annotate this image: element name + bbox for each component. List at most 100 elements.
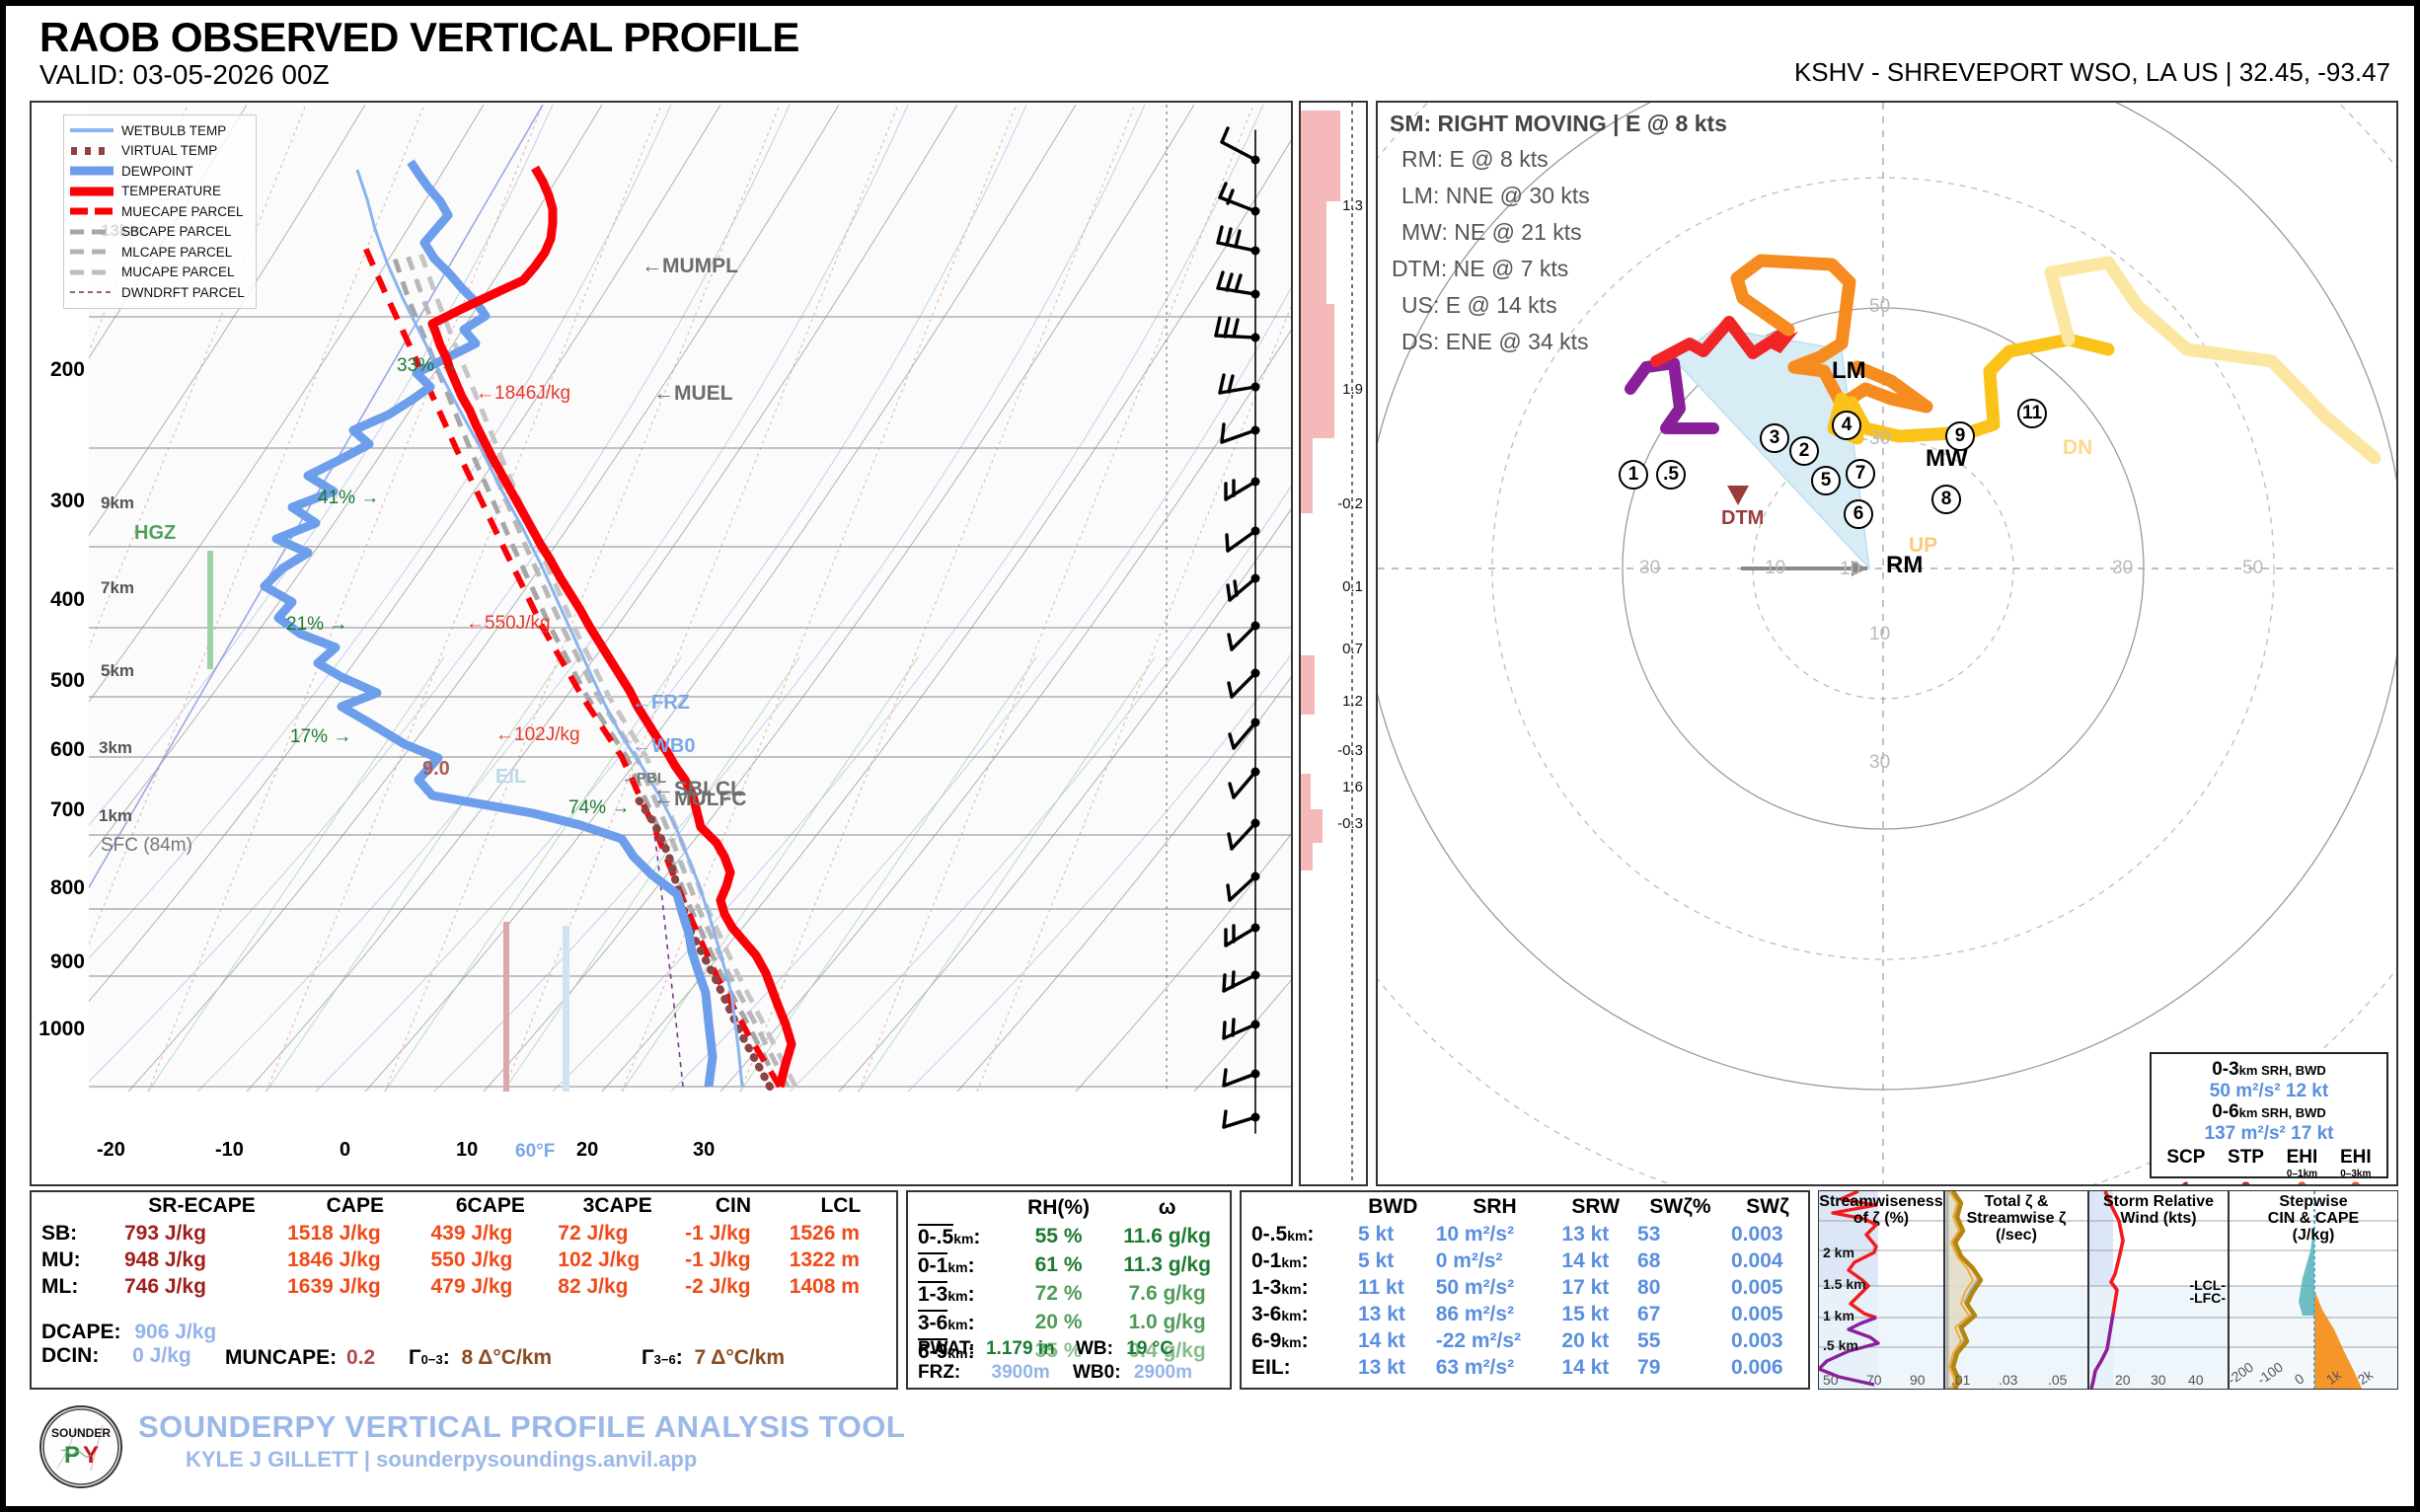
temp-tick--20: -20 [97,1139,125,1161]
legend-swatch-sbcape-icon [69,225,114,239]
omega-bar [1301,655,1315,715]
moist-label-text: 6-9 [918,1337,948,1363]
composite-stp-value: 0 [2228,1179,2264,1184]
rh-annotation-74: 74% → [568,797,631,818]
table-header-row: BWD SRH SRW SWζ% SWζ [1242,1193,1808,1221]
bwd-0-.5: 5 kt [1358,1222,1395,1246]
brand-line-1: SOUNDERPY VERTICAL PROFILE ANALYSIS TOOL [138,1409,906,1444]
lapse-0-3-group: Γ0−3: 8 Δ°C/km [409,1346,553,1369]
mu-3cape: 102 J/kg [558,1247,641,1271]
kin-label-text: EIL [1251,1355,1284,1379]
hodo-ring-30-right: 30 [2112,558,2134,578]
th-rh: RH(%) [1027,1196,1091,1219]
srh-1-3: 50 m²/s² [1435,1275,1515,1299]
legend-label-dewpoint: DEWPOINT [121,163,193,179]
legend-item-mlcape-parcel: MLCAPE PARCEL [69,242,250,263]
sb-sr-ecape: 793 J/kg [124,1221,206,1245]
pwat-row: PWAT: 1.179 in WB: 19 °C [918,1338,1173,1360]
swz-1-3: 0.005 [1731,1275,1783,1299]
composite-indices: SCP 1 STP 0 EHI 0–1km 0 EHI 0–3km [2155,1147,2382,1184]
row-label-ml: ML: [41,1274,79,1298]
dcape-label: DCAPE: [41,1321,121,1343]
skewt-plot-area [89,105,1291,1143]
moist-label-unit: km [947,1344,968,1361]
w-1-3: 7.6 g/kg [1128,1281,1206,1305]
mini-title-stepwise: Stepwise CIN & CAPE (J/kg) [2267,1193,2360,1244]
rh-annotation-41: 41% → [318,488,380,508]
srh-0-3-values: 50 m²/s² 12 kt [2209,1081,2329,1101]
mu-lcl: 1322 m [789,1247,860,1271]
hodo-sm-line: SM: RIGHT MOVING | E @ 8 kts [1390,111,1727,136]
dcin-label: DCIN: [41,1344,100,1367]
kinematics-table-panel: BWD SRH SRW SWζ% SWζ 0-.5km: 5 kt 10 m²/… [1240,1190,1810,1390]
hodo-ring-30-left: 30 [1639,558,1661,578]
ml-cin: -2 J/kg [685,1274,751,1298]
mini-title-srwind: Storm Relative Wind (kts) [2102,1193,2215,1227]
th-sr-ecape: SR-ECAPE [148,1194,256,1217]
eil-bar [563,926,569,1092]
hodo-km-marker-1: 1 [1619,460,1648,490]
table-row: SB: 793 J/kg 1518 J/kg 439 J/kg 72 J/kg … [32,1220,896,1247]
composite-ehi3-sub: 0–3km [2340,1169,2372,1179]
hodo-ring-10-bottom: 10 [1869,624,1891,644]
sb-cape: 1518 J/kg [287,1221,381,1245]
dcape-value: 906 J/kg [134,1321,217,1343]
omega-bar [1301,774,1311,809]
moist-label-text: 3-6 [918,1309,948,1334]
legend-swatch-wetbulb-icon [69,123,114,137]
legend-label-muecape-parcel: MUECAPE PARCEL [121,203,244,219]
srh-6-9: -22 m²/s² [1435,1328,1522,1352]
hodo-km-marker-4: 4 [1832,411,1861,440]
dcape-dcin-group: DCAPE: 906 J/kg DCIN: 0 J/kg [41,1321,216,1368]
table-row: 0-.5km: 5 kt 10 m²/s² 13 kt 53 0.003 [1242,1221,1808,1247]
table-row: 3-6km: 20 % 1.0 g/kg [908,1308,1230,1336]
hodo-km-marker-3: 3 [1760,423,1789,453]
pressure-tick-700: 700 [49,798,85,821]
composite-ehi1-value: 0 [2287,1179,2318,1184]
mini-xtick-50: 50 [1823,1372,1839,1388]
hodo-ds-line: DS: ENE @ 34 kts [1401,329,1589,354]
sb-6cape: 439 J/kg [430,1221,513,1245]
moist-label-unit: km [947,1316,968,1332]
lapse-3-6-value: 7 Δ°C/km [694,1346,786,1369]
legend-label-mucape-parcel: MUCAPE PARCEL [121,265,235,280]
kin-label-unit: km [1281,1253,1302,1270]
level-label-mumpl: ←MUMPL [642,255,738,277]
station-info: KSHV - SHREVEPORT WSO, LA US | 32.45, -9… [1793,57,2390,87]
srh-0-6-suffix: km SRH, BWD [2238,1105,2326,1120]
swz-0-.5: 0.003 [1731,1222,1783,1246]
moist-label-unit: km [947,1258,968,1275]
srw-6-9: 20 kt [1561,1328,1610,1352]
mini-xtick-40: 40 [2188,1372,2204,1388]
pwat-label: PWAT: [918,1338,975,1359]
table-row: 0-1km: 5 kt 0 m²/s² 14 kt 68 0.004 [1242,1247,1808,1274]
kin-row-label-0-.5: 0-.5km: [1251,1222,1315,1246]
hodo-ring-10b: 10 [1840,559,1861,579]
cape-annotation-mu: ←1846J/kg [476,383,571,404]
rh-0-1: 61 % [1034,1252,1083,1276]
swzpct-6-9: 55 [1637,1328,1661,1352]
sb-lcl: 1526 m [789,1221,860,1245]
composite-ehi1-label: EHI [2286,1147,2318,1168]
th-bwd: BWD [1368,1195,1418,1218]
kin-row-label-6-9: 6-9km: [1251,1328,1309,1352]
legend-label-temperature: TEMPERATURE [121,184,222,199]
stepwise-svg [2230,1191,2397,1389]
table-row: 6-9km: 35 % 0.4 g/kg [908,1336,1230,1365]
ml-6cape: 479 J/kg [430,1274,513,1298]
composite-scp-sub [2166,1169,2205,1179]
wind-barb-column [1161,101,1299,1145]
hodo-km-marker-5: 5 [1811,466,1841,495]
level-label-mulfc: ←MULFC [653,788,747,810]
brand-line-2: KYLE J GILLETT | sounderpysoundings.anvi… [186,1447,698,1472]
height-tick-3km: 3km [99,738,133,757]
composite-ehi3-label: EHI [2339,1147,2372,1168]
lapse-rate-bar [503,922,509,1092]
legend-label-dwndrft-parcel: DWNDRFT PARCEL [121,284,245,300]
omega-value-6: 1.2 [1342,693,1363,710]
vorticity-svg [1945,1191,2087,1389]
rh-1-3: 72 % [1034,1281,1083,1305]
th-srh: SRH [1473,1195,1517,1218]
legend-item-temperature: TEMPERATURE [69,182,250,202]
moist-row-label-0-.5: 0-.5km: [918,1223,981,1248]
